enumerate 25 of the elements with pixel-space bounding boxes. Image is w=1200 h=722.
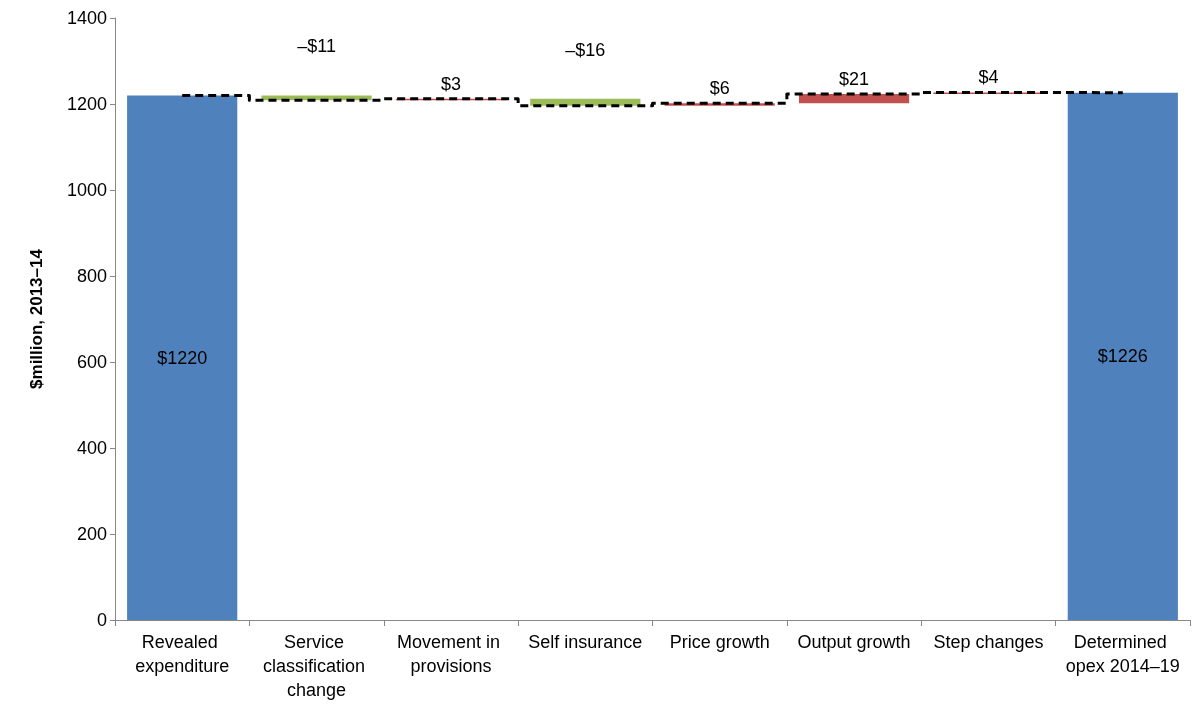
data-label: $4 bbox=[978, 67, 999, 88]
y-tick-label: 600 bbox=[76, 352, 107, 372]
x-tick-label: Step changes bbox=[933, 632, 1044, 652]
data-label: $3 bbox=[440, 73, 461, 94]
y-tick-label: 0 bbox=[96, 610, 107, 630]
x-tick-label: Revealed expenditure bbox=[135, 632, 230, 676]
y-axis-title: $million, 2013–14 bbox=[27, 248, 46, 389]
y-tick-label: 800 bbox=[76, 266, 107, 286]
data-label: $6 bbox=[709, 78, 730, 99]
data-label: $21 bbox=[839, 69, 870, 90]
data-label: –$16 bbox=[565, 39, 606, 60]
y-tick-label: 1000 bbox=[66, 180, 107, 200]
data-label: $1220 bbox=[157, 347, 208, 368]
y-tick-label: 1400 bbox=[66, 8, 107, 28]
y-tick-label: 200 bbox=[76, 524, 107, 544]
x-tick-label: Output growth bbox=[797, 632, 911, 652]
x-tick-label: Service classification change bbox=[263, 632, 371, 700]
x-tick-label: Determined opex 2014–19 bbox=[1065, 632, 1180, 676]
x-tick-label: Movement in provisions bbox=[396, 632, 505, 676]
data-label: $1226 bbox=[1097, 346, 1148, 367]
x-tick-label: Self insurance bbox=[528, 632, 643, 652]
x-tick-label: Price growth bbox=[669, 632, 770, 652]
y-tick-label: 400 bbox=[76, 438, 107, 458]
data-label: –$11 bbox=[297, 36, 336, 57]
y-tick-label: 1200 bbox=[66, 94, 107, 114]
